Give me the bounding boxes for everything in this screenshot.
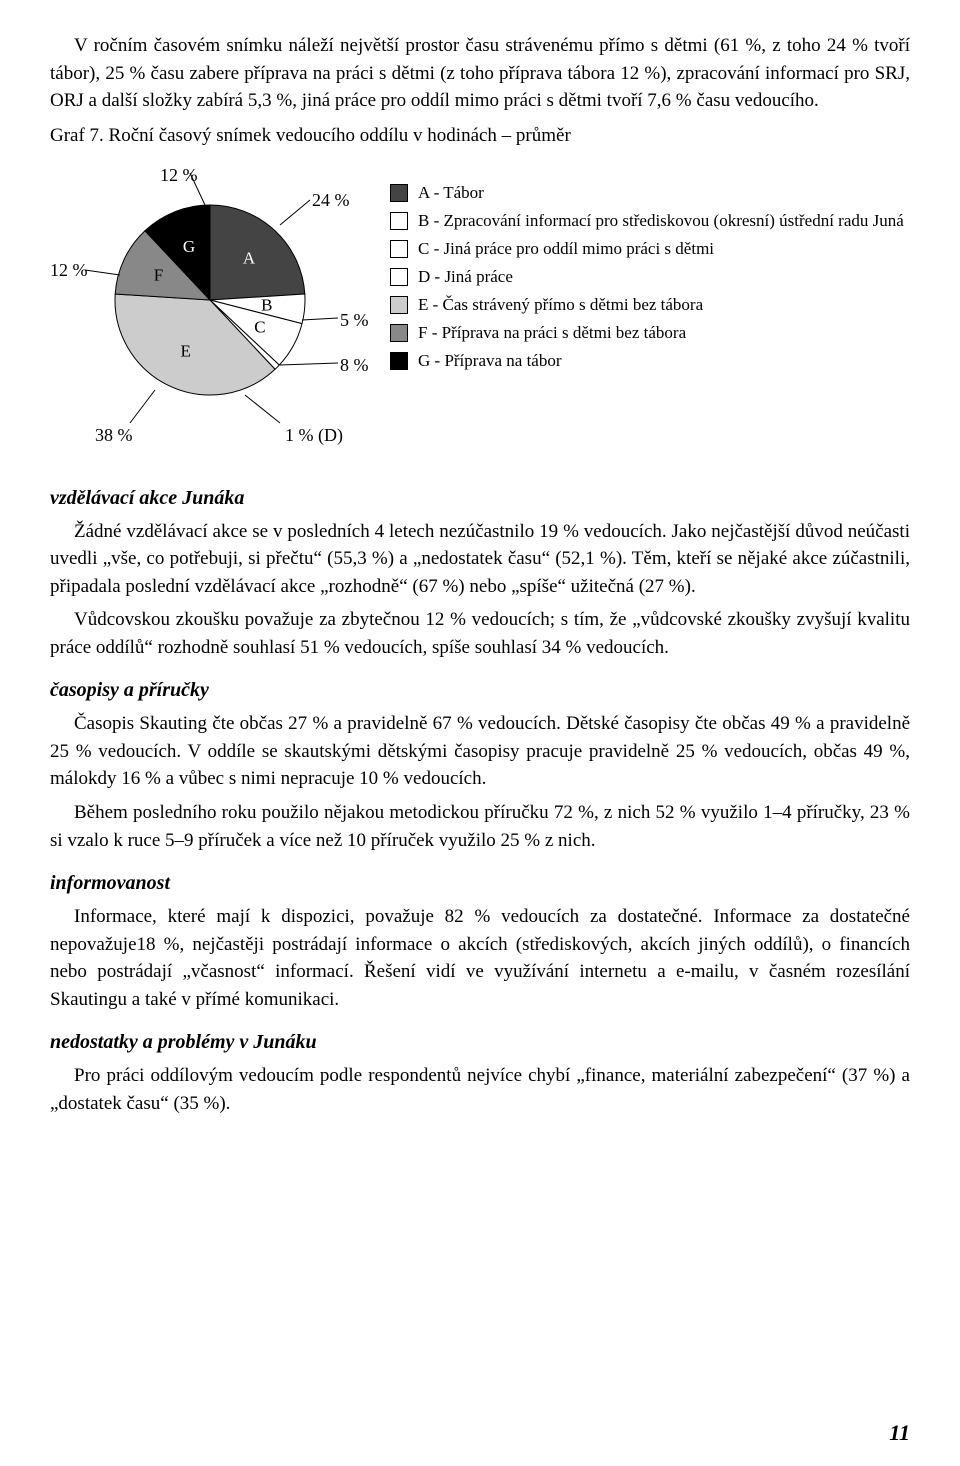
legend-swatch-A <box>390 184 408 202</box>
legend-item-B: B - Zpracování informací pro střediskovo… <box>390 211 910 231</box>
section-head-informovanost: informovanost <box>50 872 910 895</box>
pie-slice-letter-E: E <box>181 341 191 360</box>
pie-chart: A BC E F G 12 % 24 % 12 % 5 % 8 % 38 % 1 % (… <box>50 165 390 465</box>
chart-title: Graf 7. Roční časový snímek vedoucího od… <box>50 125 910 147</box>
s2-p2: Během posledního roku použilo nějakou me… <box>50 799 910 854</box>
legend-item-C: C - Jiná práce pro oddíl mimo práci s dě… <box>390 239 910 259</box>
pie-legend: A - Tábor B - Zpracování informací pro st… <box>390 165 910 379</box>
pie-label-12b: 12 % <box>50 260 88 281</box>
pie-label-8: 8 % <box>340 355 369 376</box>
pie-label-1d: 1 % (D) <box>285 425 343 446</box>
s3-p1: Informace, které mají k dispozici, považ… <box>50 903 910 1013</box>
legend-label-A: A - Tábor <box>418 183 484 203</box>
pie-label-24: 24 % <box>312 190 350 211</box>
pie-slice-letter-A: A <box>243 248 256 267</box>
pie-slice-letter-G: G <box>183 237 195 256</box>
section-head-nedostatky: nedostatky a problémy v Junáku <box>50 1031 910 1054</box>
legend-item-E: E - Čas strávený přímo s dětmi bez tábor… <box>390 295 910 315</box>
page-number: 11 <box>889 1420 910 1446</box>
legend-swatch-D <box>390 268 408 286</box>
legend-label-F: F - Příprava na práci s dětmi bez tábora <box>418 323 686 343</box>
section-head-vzdelavaci: vzdělávací akce Junáka <box>50 487 910 510</box>
legend-item-F: F - Příprava na práci s dětmi bez tábora <box>390 323 910 343</box>
legend-swatch-E <box>390 296 408 314</box>
pie-slice-letter-B: B <box>261 295 272 314</box>
s4-p1: Pro práci oddílovým vedoucím podle respo… <box>50 1062 910 1117</box>
legend-item-D: D - Jiná práce <box>390 267 910 287</box>
intro-paragraph: V ročním časovém snímku náleží největší … <box>50 32 910 115</box>
pie-slice-A <box>210 205 305 300</box>
pie-label-12a: 12 % <box>160 165 198 186</box>
s1-p1: Žádné vzdělávací akce se v posledních 4 … <box>50 518 910 601</box>
legend-label-B: B - Zpracování informací pro střediskovo… <box>418 211 904 231</box>
s1-p2: Vůdcovskou zkoušku považuje za zbytečnou… <box>50 606 910 661</box>
legend-swatch-G <box>390 352 408 370</box>
pie-chart-block: A BC E F G 12 % 24 % 12 % 5 % 8 % 38 % 1 % (… <box>50 165 910 465</box>
legend-item-G: G - Příprava na tábor <box>390 351 910 371</box>
legend-label-E: E - Čas strávený přímo s dětmi bez tábor… <box>418 295 703 315</box>
legend-label-D: D - Jiná práce <box>418 267 513 287</box>
s2-p1: Časopis Skauting čte občas 27 % a pravid… <box>50 710 910 793</box>
pie-label-5: 5 % <box>340 310 369 331</box>
legend-item-A: A - Tábor <box>390 183 910 203</box>
pie-slice-letter-F: F <box>154 265 163 284</box>
section-head-casopisy: časopisy a příručky <box>50 679 910 702</box>
pie-label-38: 38 % <box>95 425 133 446</box>
legend-swatch-F <box>390 324 408 342</box>
pie-slice-letter-C: C <box>254 317 265 336</box>
legend-label-G: G - Příprava na tábor <box>418 351 562 371</box>
legend-swatch-B <box>390 212 408 230</box>
legend-label-C: C - Jiná práce pro oddíl mimo práci s dě… <box>418 239 714 259</box>
legend-swatch-C <box>390 240 408 258</box>
